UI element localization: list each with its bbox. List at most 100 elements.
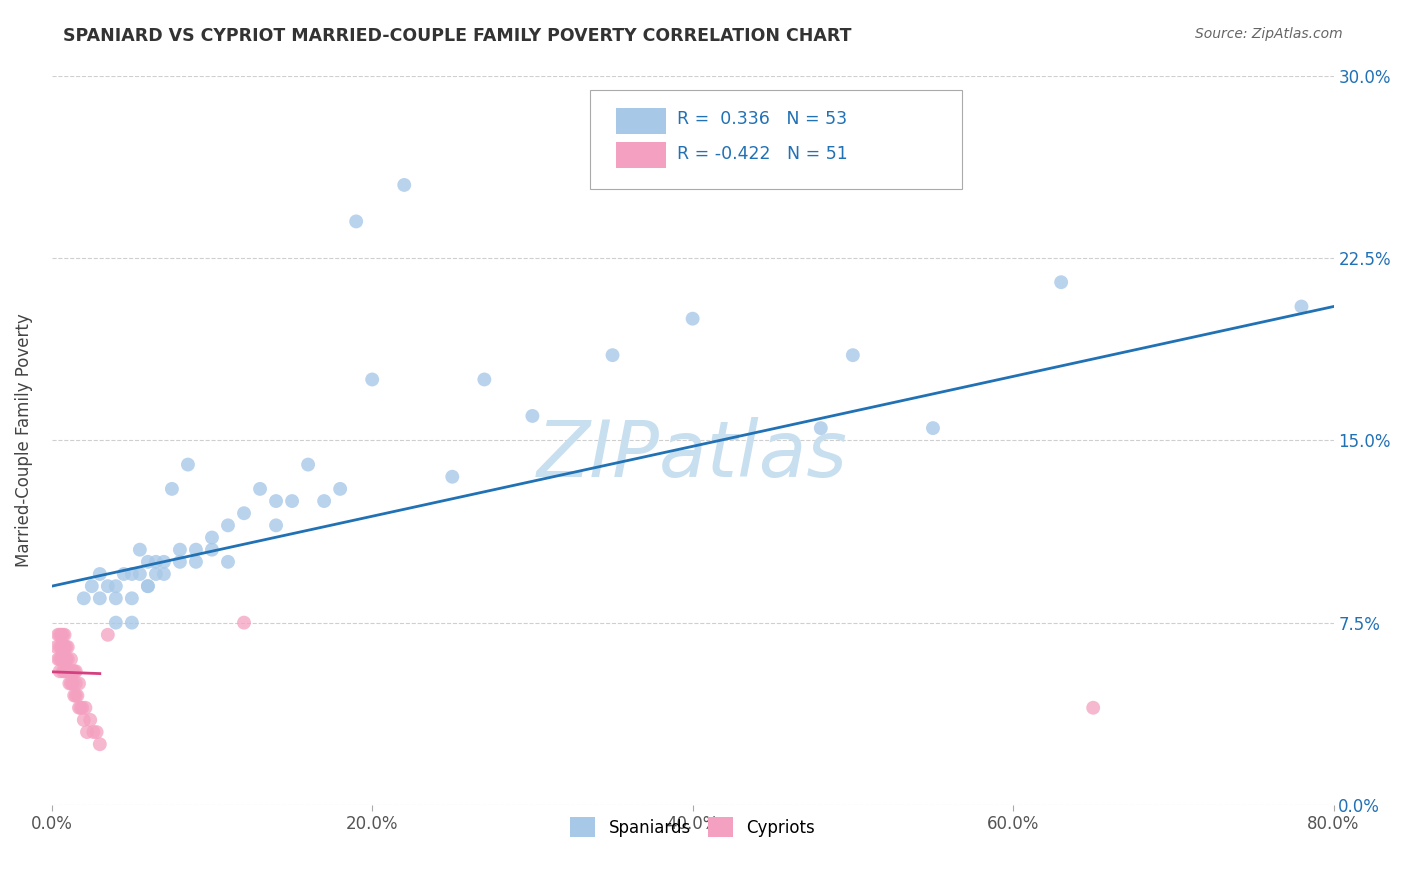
Point — [121, 567, 143, 582]
Point — [233, 506, 256, 520]
Point — [52, 640, 75, 654]
Point — [713, 153, 735, 168]
Point — [89, 567, 111, 582]
Point — [264, 494, 287, 508]
Point — [264, 518, 287, 533]
Point — [75, 700, 97, 714]
Point — [53, 628, 76, 642]
Point — [65, 665, 87, 679]
Legend: Spaniards, Cypriots: Spaniards, Cypriots — [564, 811, 821, 844]
Point — [49, 640, 72, 654]
FancyBboxPatch shape — [616, 142, 665, 169]
Point — [297, 458, 319, 472]
Point — [52, 652, 75, 666]
Point — [51, 628, 73, 642]
Point — [201, 531, 224, 545]
Point — [79, 713, 101, 727]
Y-axis label: Married-Couple Family Poverty: Married-Couple Family Poverty — [15, 313, 32, 567]
Point — [66, 689, 89, 703]
Point — [80, 579, 103, 593]
Point — [104, 615, 127, 630]
FancyBboxPatch shape — [616, 108, 665, 134]
Point — [58, 676, 80, 690]
Point — [59, 652, 82, 666]
Point — [136, 579, 159, 593]
Point — [56, 652, 79, 666]
Point — [169, 542, 191, 557]
Point — [121, 615, 143, 630]
Point — [121, 591, 143, 606]
Point — [45, 640, 67, 654]
Point — [76, 725, 98, 739]
Point — [53, 652, 76, 666]
Point — [53, 665, 76, 679]
FancyBboxPatch shape — [591, 90, 962, 188]
Point — [112, 567, 135, 582]
Point — [329, 482, 352, 496]
Point — [104, 591, 127, 606]
Point — [145, 555, 167, 569]
Point — [55, 640, 77, 654]
Point — [233, 615, 256, 630]
Point — [86, 725, 108, 739]
Point — [52, 640, 75, 654]
Point — [53, 640, 76, 654]
Point — [97, 579, 120, 593]
Point — [49, 665, 72, 679]
Point — [522, 409, 544, 423]
Point — [281, 494, 304, 508]
Point — [56, 665, 79, 679]
Point — [344, 214, 367, 228]
Point — [472, 372, 495, 386]
Point — [70, 700, 93, 714]
Point — [67, 700, 90, 714]
Text: SPANIARD VS CYPRIOT MARRIED-COUPLE FAMILY POVERTY CORRELATION CHART: SPANIARD VS CYPRIOT MARRIED-COUPLE FAMIL… — [63, 27, 852, 45]
Point — [89, 737, 111, 751]
Point — [184, 542, 207, 557]
Point — [82, 725, 104, 739]
Point — [1291, 300, 1313, 314]
Point — [73, 591, 96, 606]
Point — [145, 567, 167, 582]
Text: R =  0.336   N = 53: R = 0.336 N = 53 — [678, 111, 848, 128]
Point — [69, 700, 91, 714]
Point — [104, 579, 127, 593]
Point — [177, 458, 200, 472]
Point — [46, 628, 69, 642]
Point — [51, 640, 73, 654]
Point — [217, 555, 239, 569]
Point — [65, 689, 87, 703]
Point — [62, 676, 84, 690]
Point — [153, 567, 176, 582]
Point — [184, 555, 207, 569]
Point — [314, 494, 336, 508]
Point — [441, 469, 464, 483]
Point — [52, 665, 75, 679]
Point — [682, 311, 704, 326]
Point — [160, 482, 183, 496]
Point — [59, 676, 82, 690]
Point — [55, 652, 77, 666]
Point — [810, 421, 832, 435]
Point — [217, 518, 239, 533]
Point — [63, 665, 86, 679]
Point — [1083, 700, 1105, 714]
Point — [201, 542, 224, 557]
Point — [136, 555, 159, 569]
Point — [153, 555, 176, 569]
Point — [49, 652, 72, 666]
Point — [56, 640, 79, 654]
Point — [49, 628, 72, 642]
Point — [65, 676, 87, 690]
Point — [89, 591, 111, 606]
Point — [73, 713, 96, 727]
Point — [46, 652, 69, 666]
Point — [394, 178, 416, 192]
Point — [128, 542, 150, 557]
Text: ZIPatlas: ZIPatlas — [537, 417, 848, 493]
Point — [62, 665, 84, 679]
Point — [361, 372, 384, 386]
Point — [169, 555, 191, 569]
Point — [249, 482, 271, 496]
Point — [136, 579, 159, 593]
